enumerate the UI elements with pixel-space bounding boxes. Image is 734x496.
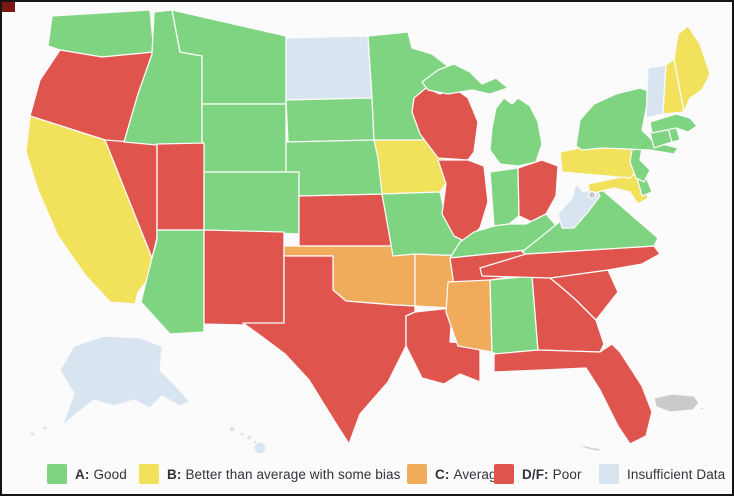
state-alaska[interactable] bbox=[29, 335, 191, 437]
state-massachusetts[interactable] bbox=[649, 113, 698, 134]
legend-item-average: C: Average bbox=[407, 464, 504, 484]
legend-item-good: A: Good bbox=[47, 464, 127, 484]
window-corner-artifact bbox=[2, 2, 15, 12]
state-hawaii[interactable] bbox=[228, 425, 267, 455]
state-florida[interactable] bbox=[493, 343, 653, 445]
state-michigan[interactable] bbox=[421, 63, 543, 167]
states-layer bbox=[25, 9, 711, 455]
state-colorado[interactable] bbox=[203, 171, 300, 235]
state-kansas[interactable] bbox=[298, 193, 393, 247]
state-new-mexico[interactable] bbox=[203, 229, 285, 327]
state-utah[interactable] bbox=[156, 142, 205, 231]
state-puerto-rico[interactable] bbox=[653, 393, 705, 413]
state-texas[interactable] bbox=[242, 255, 416, 445]
state-north-dakota[interactable] bbox=[285, 35, 373, 101]
state-washington[interactable] bbox=[47, 9, 155, 58]
average-color-swatch bbox=[407, 464, 427, 484]
legend-label: D/F: Poor bbox=[522, 466, 582, 482]
legend-label: A: Good bbox=[75, 466, 127, 482]
state-south-dakota[interactable] bbox=[285, 97, 375, 143]
florida-keys bbox=[580, 445, 600, 451]
legend-label: C: Average bbox=[435, 466, 505, 482]
insufficient-data-color-swatch bbox=[599, 464, 619, 484]
state-ohio[interactable] bbox=[517, 159, 559, 223]
better-than-average-color-swatch bbox=[139, 464, 159, 484]
state-indiana[interactable] bbox=[489, 167, 520, 227]
state-new-york[interactable] bbox=[575, 87, 679, 155]
good-color-swatch bbox=[47, 464, 67, 484]
legend-item-insufficient-data: Insufficient Data bbox=[599, 464, 725, 484]
state-wisconsin[interactable] bbox=[411, 87, 479, 161]
state-nebraska[interactable] bbox=[285, 139, 389, 197]
poor-color-swatch bbox=[494, 464, 514, 484]
legend-label: B: Better than average with some bias bbox=[167, 466, 401, 482]
map-legend: A: Good B: Better than average with some b… bbox=[2, 464, 732, 492]
state-district-of-columbia[interactable] bbox=[587, 190, 597, 200]
legend-item-poor: D/F: Poor bbox=[494, 464, 582, 484]
state-louisiana[interactable] bbox=[405, 307, 481, 385]
legend-item-better-than-average: B: Better than average with some bias bbox=[139, 464, 400, 484]
state-maine[interactable] bbox=[673, 25, 711, 113]
state-alabama[interactable] bbox=[489, 275, 539, 361]
legend-label: Insufficient Data bbox=[627, 466, 726, 482]
state-mississippi[interactable] bbox=[445, 279, 493, 353]
state-wyoming[interactable] bbox=[201, 103, 287, 173]
